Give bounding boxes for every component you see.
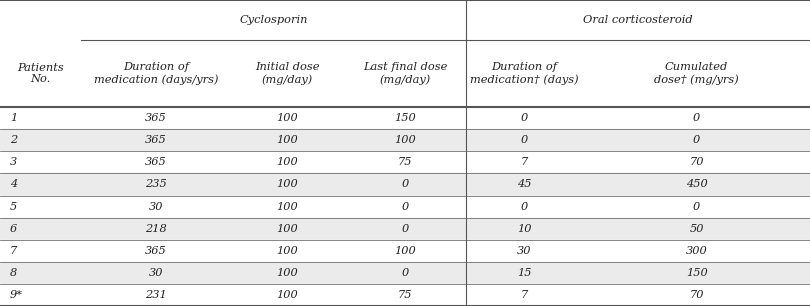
Text: 100: 100 [277,113,298,123]
Text: 150: 150 [394,113,416,123]
Text: 235: 235 [145,179,167,189]
Text: 100: 100 [277,179,298,189]
Text: 100: 100 [277,224,298,234]
Text: 70: 70 [689,290,704,300]
Bar [0,129,810,151]
Text: 0: 0 [693,202,700,211]
Text: 365: 365 [145,246,167,256]
Text: 7: 7 [521,157,528,167]
Text: 30: 30 [518,246,531,256]
Text: 100: 100 [394,135,416,145]
Text: 5: 5 [10,202,17,211]
Text: 0: 0 [402,202,408,211]
Text: 0: 0 [693,113,700,123]
Text: Patients
No.: Patients No. [17,63,64,84]
Bar [0,107,810,129]
Text: 30: 30 [149,268,163,278]
Text: 4: 4 [10,179,17,189]
Bar [0,196,810,218]
Text: 0: 0 [402,224,408,234]
Text: Cumulated
dose† (mg/yrs): Cumulated dose† (mg/yrs) [654,62,739,84]
Text: 0: 0 [521,113,528,123]
Text: Oral corticosteroid: Oral corticosteroid [583,15,693,25]
Text: 9*: 9* [10,290,23,300]
Text: 450: 450 [686,179,707,189]
Text: 70: 70 [689,157,704,167]
Text: 7: 7 [521,290,528,300]
Text: Last final dose
(mg/day): Last final dose (mg/day) [363,62,447,84]
Text: 150: 150 [686,268,707,278]
Text: 3: 3 [10,157,17,167]
Text: 0: 0 [521,135,528,145]
Bar [0,284,810,306]
Text: 100: 100 [394,246,416,256]
Text: 30: 30 [149,202,163,211]
Bar [0,151,810,174]
Text: 100: 100 [277,202,298,211]
Text: 100: 100 [277,268,298,278]
Text: 10: 10 [518,224,531,234]
Text: 8: 8 [10,268,17,278]
Bar [0,218,810,240]
Text: 75: 75 [398,290,412,300]
Text: 0: 0 [402,179,408,189]
Text: Cyclosporin: Cyclosporin [239,15,308,25]
Text: Duration of
medication (days/yrs): Duration of medication (days/yrs) [94,62,218,84]
Text: 0: 0 [521,202,528,211]
Text: 45: 45 [518,179,531,189]
Text: 365: 365 [145,113,167,123]
Text: 2: 2 [10,135,17,145]
Text: 15: 15 [518,268,531,278]
Text: Initial dose
(mg/day): Initial dose (mg/day) [255,62,320,84]
Text: 218: 218 [145,224,167,234]
Text: 365: 365 [145,135,167,145]
Text: 300: 300 [686,246,707,256]
Text: 50: 50 [689,224,704,234]
Bar [0,174,810,196]
Text: 6: 6 [10,224,17,234]
Text: 100: 100 [277,157,298,167]
Text: 0: 0 [693,135,700,145]
Text: 7: 7 [10,246,17,256]
Bar [0,262,810,284]
Text: 231: 231 [145,290,167,300]
Text: 100: 100 [277,135,298,145]
Text: 75: 75 [398,157,412,167]
Text: 1: 1 [10,113,17,123]
Bar [0,240,810,262]
Text: 100: 100 [277,246,298,256]
Text: Duration of
medication† (days): Duration of medication† (days) [470,62,579,84]
Text: 365: 365 [145,157,167,167]
Text: 100: 100 [277,290,298,300]
Text: 0: 0 [402,268,408,278]
